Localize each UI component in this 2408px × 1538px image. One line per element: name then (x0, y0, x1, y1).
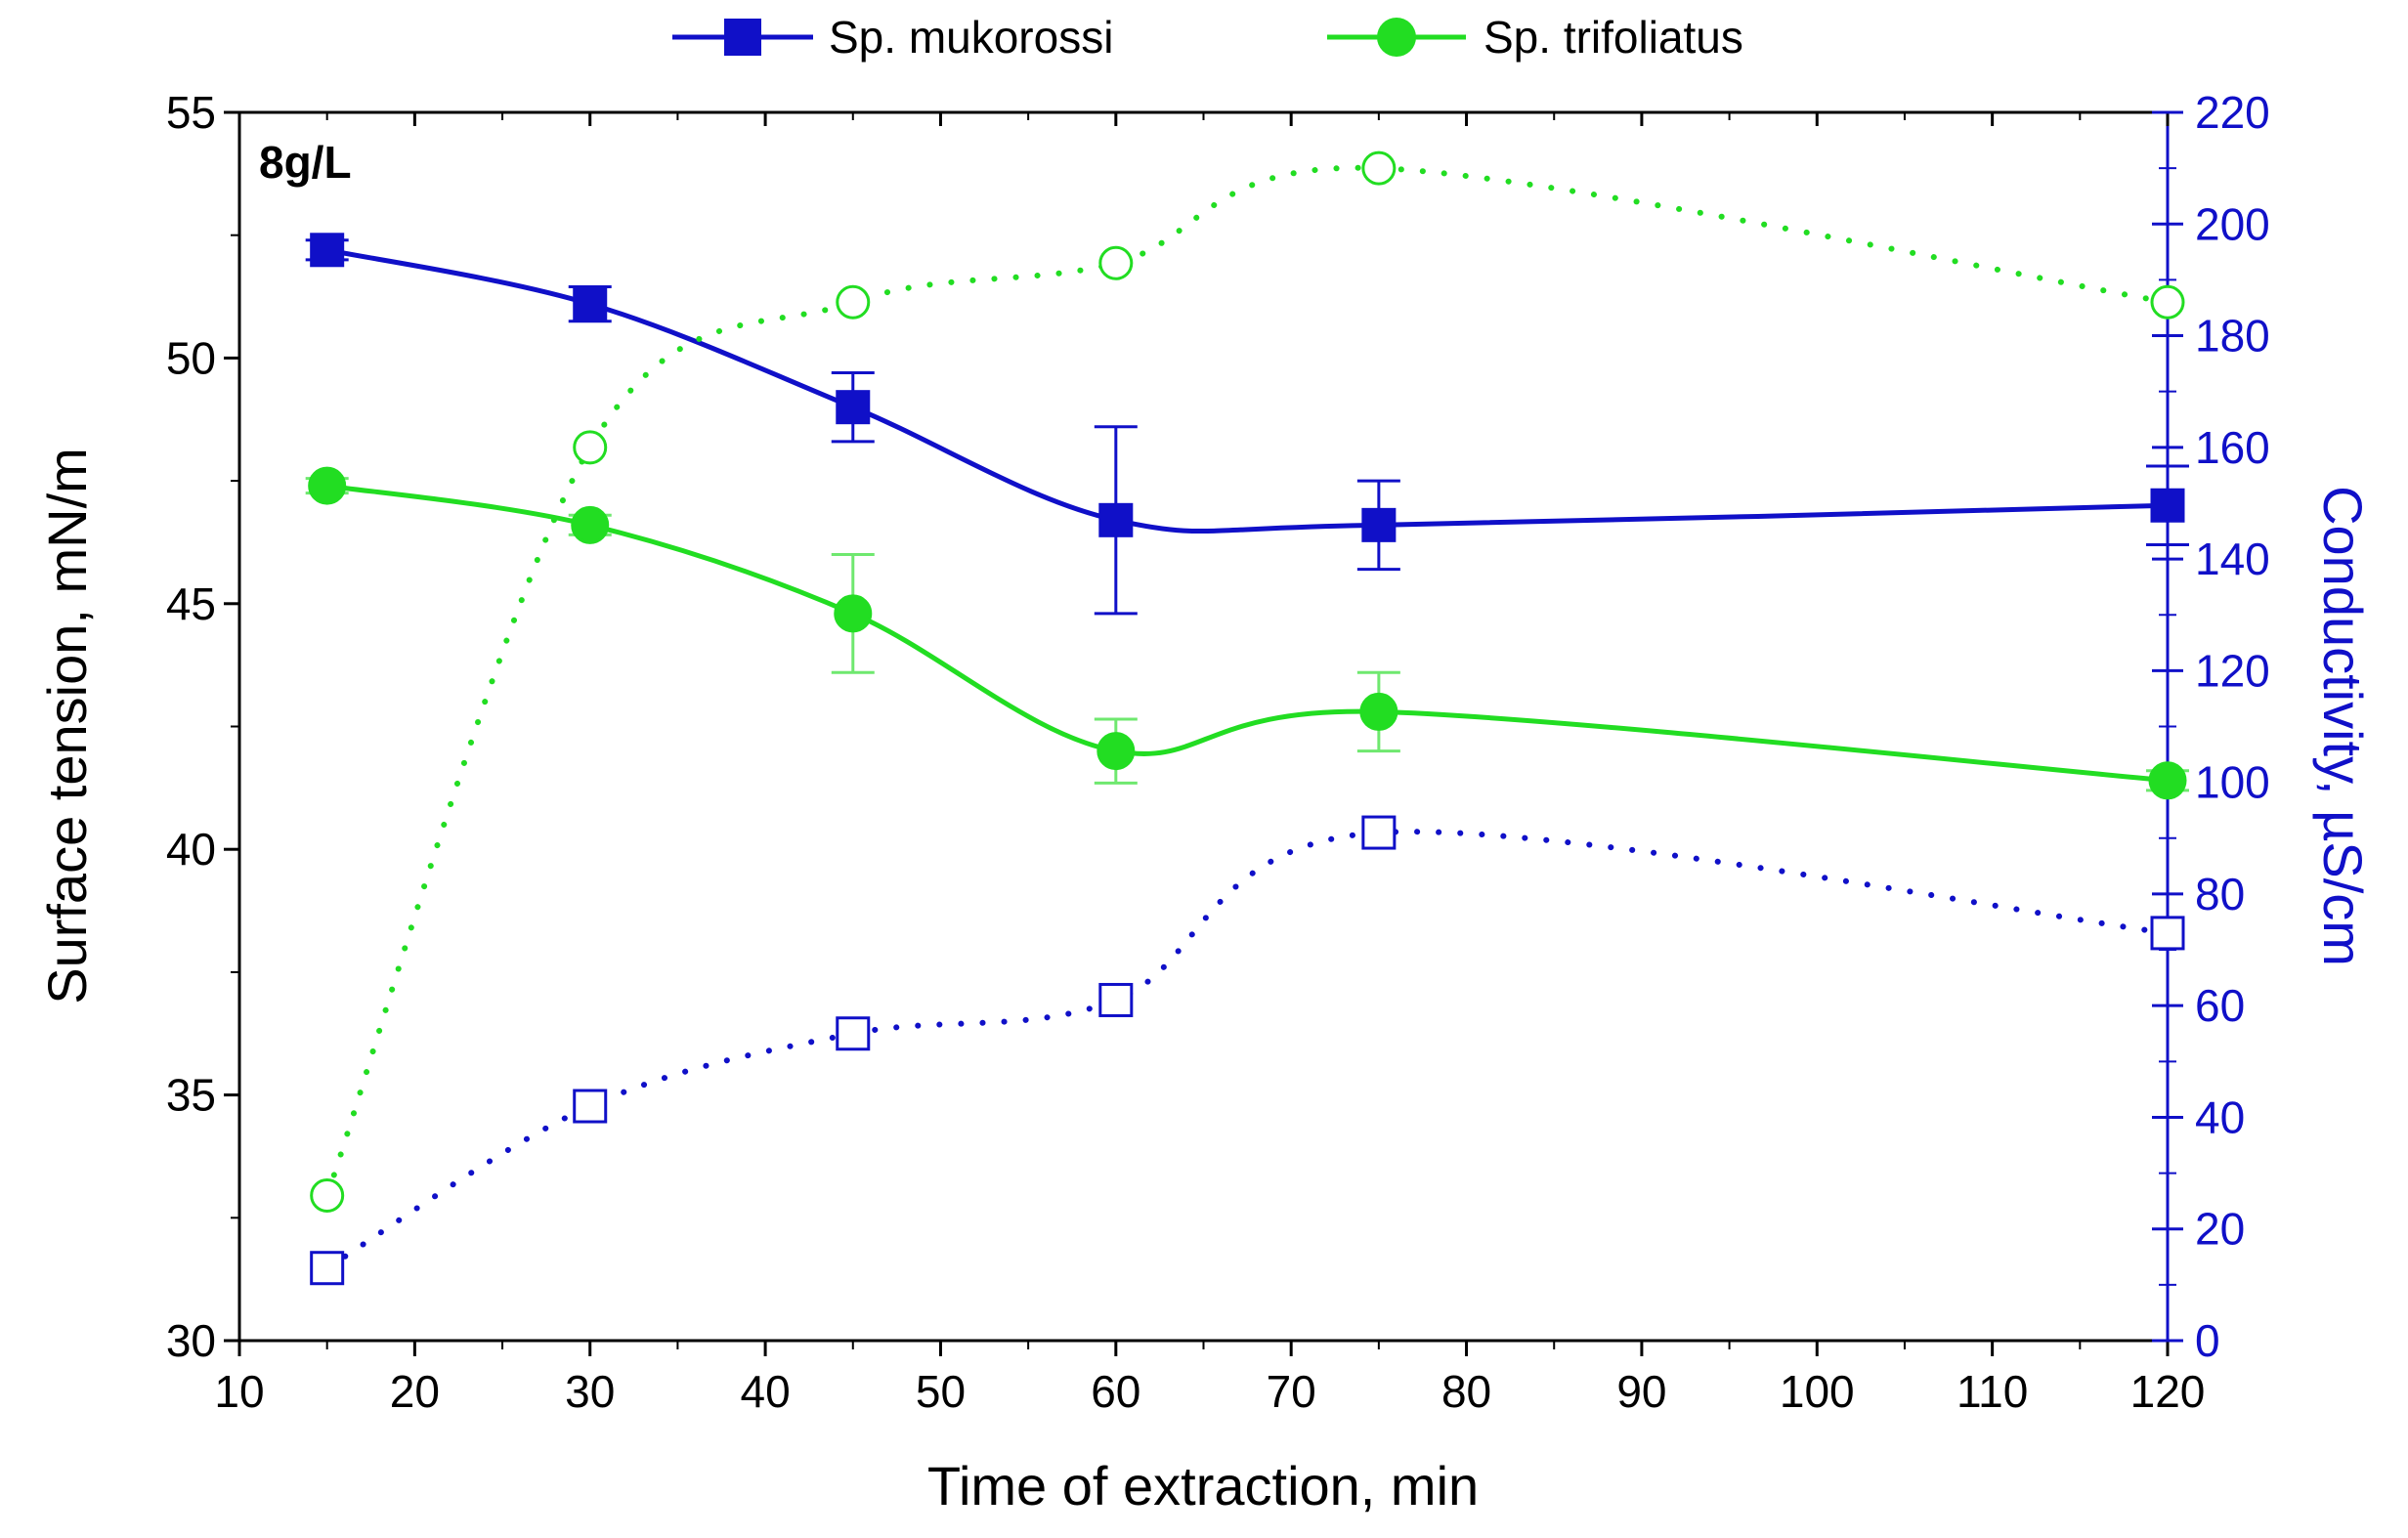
data-point-sp-trifoliatus-surface-tension (1359, 692, 1398, 731)
y-tick-label: 35 (166, 1070, 216, 1121)
legend-marker-trifoliatus (1377, 18, 1416, 57)
x-tick-label: 40 (741, 1366, 791, 1417)
data-point-sp-trifoliatus-surface-tension (834, 594, 873, 633)
y-tick-label: 50 (166, 332, 216, 383)
y2-tick-label: 0 (2195, 1315, 2220, 1366)
x-tick-label: 60 (1091, 1366, 1140, 1417)
y2-tick-label: 20 (2195, 1204, 2245, 1255)
y2-tick-label: 40 (2195, 1091, 2245, 1142)
data-point-sp-mukorossi-surface-tension (573, 286, 608, 321)
series-line-sp-mukorossi-conductivity (323, 829, 2171, 1271)
y-tick-label: 30 (166, 1315, 216, 1366)
y2-tick-label: 220 (2195, 87, 2270, 138)
legend-item-mukorossi: Sp. mukorossi (672, 12, 1113, 63)
y-tick-label: 55 (166, 87, 216, 138)
x-tick-label: 30 (565, 1366, 615, 1417)
legend: Sp. mukorossi Sp. trifoliatus (672, 12, 1743, 63)
legend-label-mukorossi: Sp. mukorossi (829, 12, 1113, 63)
x-axis-title: Time of extraction, min (927, 1455, 1479, 1517)
y-tick-label: 40 (166, 824, 216, 875)
x-tick-label: 100 (1780, 1366, 1855, 1417)
x-tick-label: 90 (1616, 1366, 1666, 1417)
data-point-sp-mukorossi-conductivity (2150, 916, 2185, 951)
data-point-sp-mukorossi-conductivity (1361, 815, 1397, 850)
data-point-sp-trifoliatus-conductivity (2150, 284, 2185, 320)
data-point-sp-trifoliatus-surface-tension (308, 466, 347, 505)
data-point-sp-trifoliatus-surface-tension (2148, 761, 2187, 800)
data-point-sp-trifoliatus-conductivity (310, 1177, 345, 1213)
data-point-sp-mukorossi-surface-tension (1361, 507, 1397, 542)
y2-tick-label: 80 (2195, 869, 2245, 919)
ticks: 10 20 30 40 50 60 70 80 90 100 110 120 30 35 40 45 50 55 0… (166, 87, 2270, 1417)
data-point-sp-trifoliatus-conductivity (1098, 245, 1134, 280)
y2-axis-title: Conductivity, µS/cm (2312, 486, 2374, 966)
data-point-sp-trifoliatus-conductivity (1361, 150, 1397, 186)
x-tick-label: 20 (390, 1366, 440, 1417)
y2-tick-label: 180 (2195, 311, 2270, 362)
y2-tick-label: 60 (2195, 980, 2245, 1031)
legend-item-trifoliatus: Sp. trifoliatus (1327, 12, 1743, 63)
data-point-sp-trifoliatus-conductivity (836, 284, 871, 320)
data-point-sp-mukorossi-surface-tension (2150, 488, 2185, 523)
y-tick-label: 45 (166, 578, 216, 629)
legend-marker-mukorossi (724, 19, 761, 56)
series-markers (308, 150, 2187, 1286)
x-tick-label: 110 (1956, 1366, 2028, 1417)
data-point-sp-mukorossi-surface-tension (1098, 502, 1134, 537)
data-point-sp-mukorossi-conductivity (573, 1089, 608, 1124)
data-point-sp-trifoliatus-surface-tension (571, 505, 610, 544)
data-point-sp-mukorossi-conductivity (310, 1251, 345, 1286)
x-tick-label: 70 (1267, 1366, 1316, 1417)
y-axis-title: Surface tension, mN/m (36, 448, 98, 1004)
data-point-sp-mukorossi-conductivity (836, 1016, 871, 1051)
data-point-sp-mukorossi-surface-tension (310, 233, 345, 268)
data-point-sp-mukorossi-surface-tension (836, 390, 871, 425)
y2-tick-label: 100 (2195, 757, 2270, 808)
x-tick-label: 10 (214, 1366, 264, 1417)
data-point-sp-trifoliatus-surface-tension (1096, 732, 1136, 771)
y2-tick-label: 160 (2195, 422, 2270, 473)
legend-label-trifoliatus: Sp. trifoliatus (1484, 12, 1743, 63)
y2-tick-label: 140 (2195, 534, 2270, 584)
y2-tick-label: 120 (2195, 645, 2270, 696)
concentration-annotation: 8g/L (259, 137, 352, 188)
data-point-sp-trifoliatus-conductivity (573, 430, 608, 465)
x-tick-label: 120 (2130, 1366, 2206, 1417)
y2-tick-label: 200 (2195, 198, 2270, 249)
data-point-sp-mukorossi-conductivity (1098, 982, 1134, 1017)
x-tick-label: 50 (916, 1366, 966, 1417)
x-tick-label: 80 (1441, 1366, 1491, 1417)
